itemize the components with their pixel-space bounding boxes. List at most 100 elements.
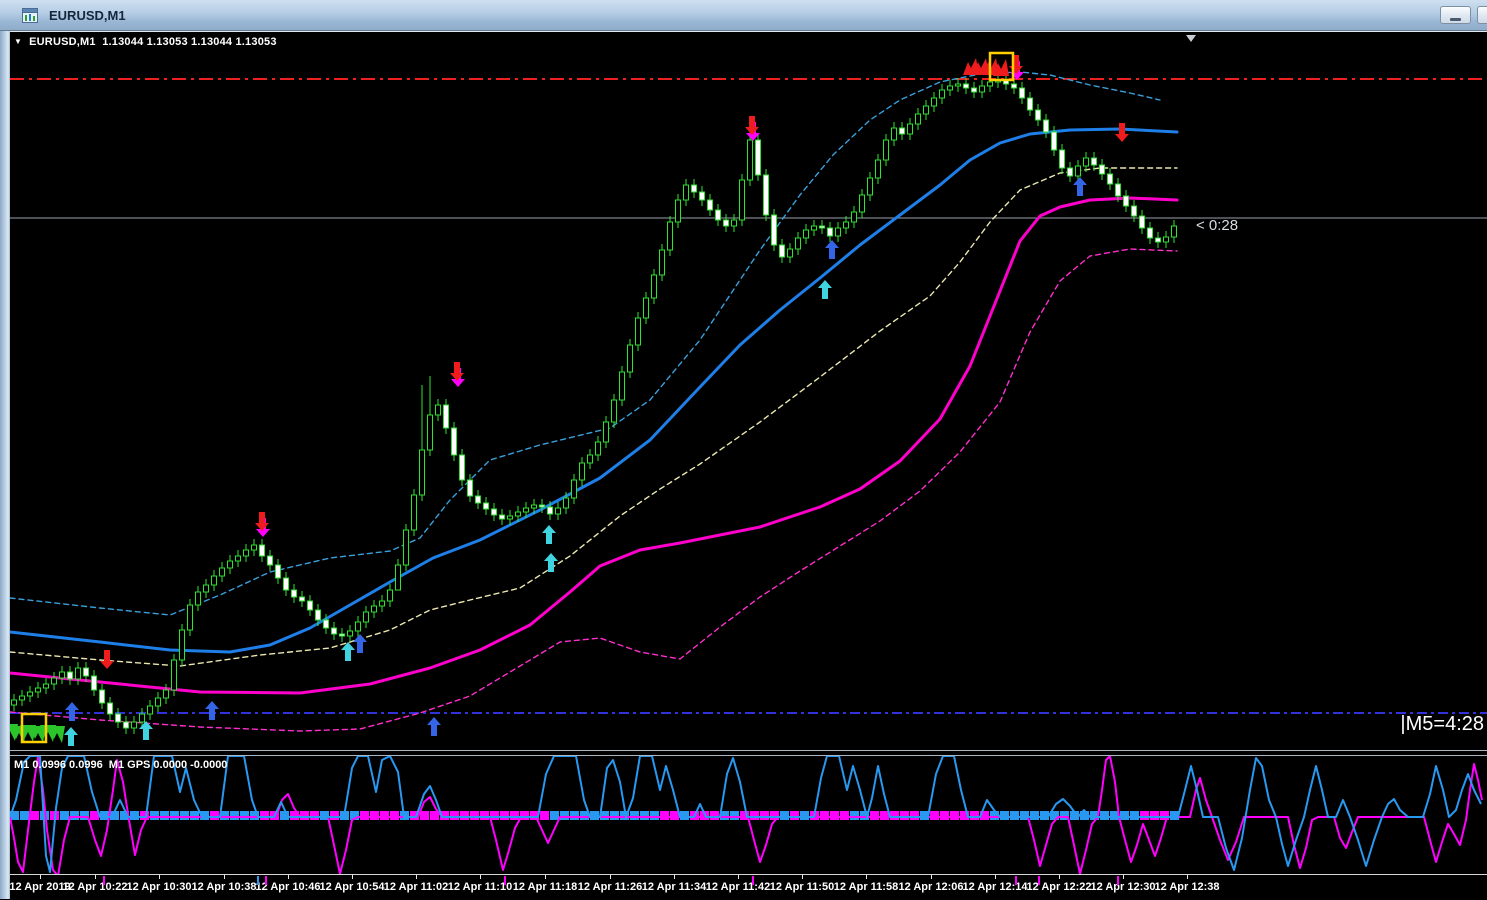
signal-highlight-box[interactable] <box>20 712 48 744</box>
candle <box>211 575 217 586</box>
time-axis[interactable]: 12 Apr 2019 12 Apr 10:22 12 Apr 10:30 12 Ap… <box>9 874 1487 900</box>
buy-arrow[interactable] <box>825 240 839 259</box>
minimize-button[interactable] <box>1440 6 1471 24</box>
candle <box>403 529 409 566</box>
top-signal-zigzag[interactable] <box>983 58 999 75</box>
time-axis-label: 12 Apr 12:30 <box>1090 881 1156 893</box>
chart-shift-marker[interactable] <box>1186 35 1196 42</box>
histogram-block <box>160 811 169 820</box>
buy-arrow-confirm[interactable] <box>139 721 153 740</box>
buy-arrow-confirm[interactable] <box>341 642 355 661</box>
histogram-block <box>1170 811 1179 820</box>
candle <box>59 671 65 679</box>
sell-arrow[interactable] <box>100 650 114 669</box>
histogram-block <box>780 811 789 820</box>
time-axis-label: 12 Apr 12:14 <box>962 881 1028 893</box>
histogram-block <box>560 811 569 820</box>
time-axis-tick <box>95 875 96 879</box>
candle <box>459 454 465 481</box>
candle <box>779 244 785 258</box>
histogram-block <box>380 811 389 820</box>
candle <box>835 227 841 237</box>
time-axis-tick <box>931 875 932 879</box>
candle <box>843 221 849 229</box>
buy-arrow[interactable] <box>353 634 367 653</box>
candle <box>907 123 913 135</box>
ma-band-lines <box>10 71 1179 732</box>
candle <box>131 721 137 729</box>
candle <box>499 514 505 520</box>
indicator-pane-svg[interactable] <box>10 756 1487 874</box>
candle <box>43 683 49 689</box>
time-axis-tick <box>802 875 803 879</box>
symbol-dropdown-icon[interactable]: ▼ <box>14 37 23 46</box>
buy-arrow-confirm[interactable] <box>818 280 832 299</box>
histogram-block <box>960 811 969 820</box>
pane-separator[interactable] <box>10 750 1487 756</box>
candle <box>299 596 305 602</box>
histogram-block <box>70 811 79 820</box>
signal-highlight-box[interactable] <box>988 51 1015 82</box>
main-chart-svg[interactable] <box>10 33 1487 751</box>
histogram-block <box>1070 811 1079 820</box>
histogram-block <box>660 811 669 820</box>
indicator-blue-line <box>10 756 1482 873</box>
candle <box>155 697 161 707</box>
candle <box>627 344 633 373</box>
buy-arrow-confirm[interactable] <box>544 553 558 572</box>
candle <box>827 227 833 237</box>
buy-arrow[interactable] <box>1073 177 1087 196</box>
histogram-block <box>10 811 19 820</box>
histogram-block <box>490 811 499 820</box>
candle <box>291 589 297 598</box>
histogram-block <box>260 811 269 820</box>
histogram-block <box>140 811 149 820</box>
window-left-border <box>0 30 10 899</box>
buy-arrow[interactable] <box>65 702 79 721</box>
candle <box>1043 119 1049 133</box>
buy-arrow-confirm[interactable] <box>542 525 556 544</box>
candle <box>427 414 433 451</box>
time-axis-label: 12 Apr 12:22 <box>1026 881 1092 893</box>
top-signal-zigzag[interactable] <box>993 59 1009 76</box>
candle <box>1011 83 1017 89</box>
histogram-block <box>410 811 419 820</box>
sell-arrow[interactable] <box>745 116 759 135</box>
candle <box>99 689 105 704</box>
histogram-block <box>1090 811 1099 820</box>
buy-arrow[interactable] <box>427 717 441 736</box>
fast-ma-solid <box>10 127 1179 654</box>
buy-arrow-confirm[interactable] <box>64 727 78 746</box>
candle <box>675 199 681 223</box>
sell-arrow[interactable] <box>450 362 464 381</box>
histogram-block <box>640 811 649 820</box>
time-axis-label: 12 Apr 10:30 <box>126 881 192 893</box>
candle <box>235 555 241 562</box>
histogram-block <box>530 811 539 820</box>
window-titlebar[interactable]: EURUSD,M1 <box>0 0 1487 31</box>
bar-countdown-label: < 0:28 <box>1196 217 1239 234</box>
sell-arrow[interactable] <box>1009 55 1023 74</box>
histogram-block <box>1080 811 1089 820</box>
histogram-block <box>1140 811 1149 820</box>
buy-arrow[interactable] <box>205 701 219 720</box>
histogram-block <box>1110 811 1119 820</box>
time-axis-tick <box>480 875 481 879</box>
candle <box>451 427 457 456</box>
sell-arrow[interactable] <box>255 512 269 531</box>
time-axis-label: 12 Apr 2019 <box>9 881 71 893</box>
histogram-block <box>1050 811 1059 820</box>
restore-button-partial[interactable] <box>1477 6 1487 24</box>
candle <box>787 248 793 258</box>
bottom-signal-zigzag[interactable] <box>49 726 65 743</box>
bottom-signal-zigzag[interactable] <box>30 726 46 743</box>
candle <box>755 139 761 176</box>
candle <box>315 609 321 621</box>
histogram-block <box>820 811 829 820</box>
sell-arrow[interactable] <box>1115 123 1129 142</box>
lower-band-dashed <box>10 248 1178 732</box>
candle <box>243 549 249 557</box>
histogram-block <box>620 811 629 820</box>
candle <box>1131 205 1137 217</box>
histogram-block <box>890 811 899 820</box>
